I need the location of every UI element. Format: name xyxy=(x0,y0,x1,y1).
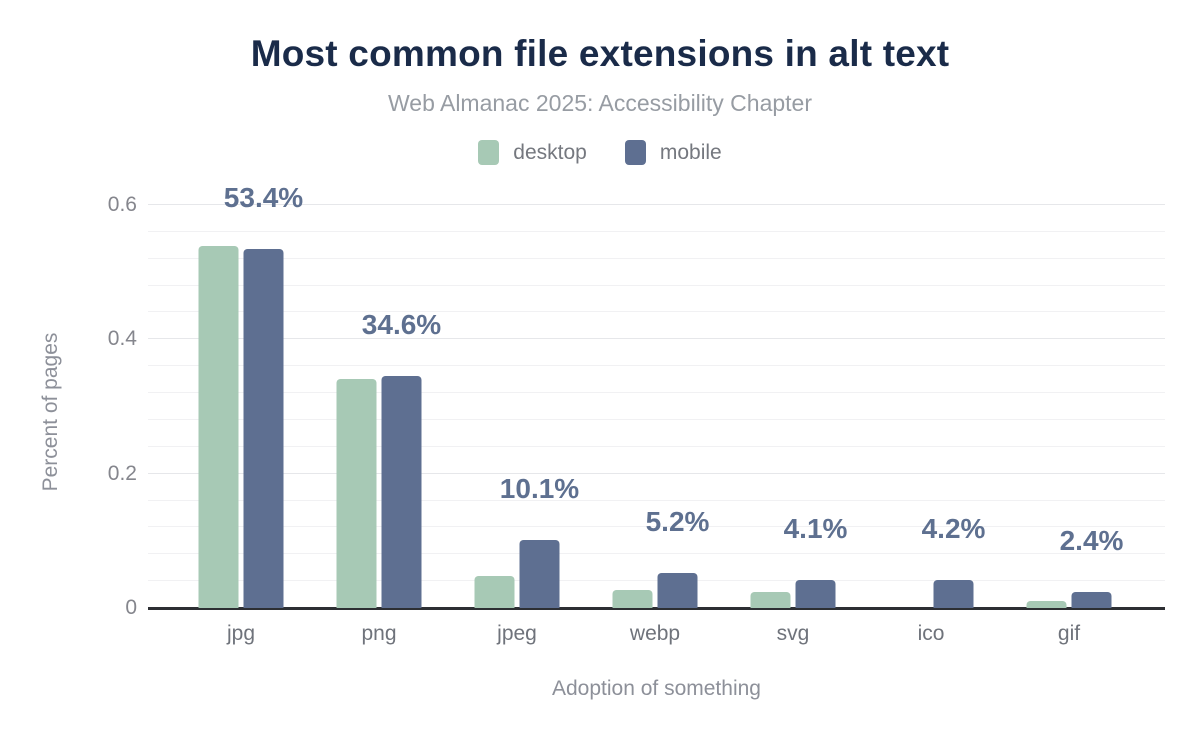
category-label-svg: svg xyxy=(776,622,810,645)
bar-mobile-png xyxy=(381,375,422,608)
bar-group-jpg xyxy=(198,245,284,608)
gridline-minor xyxy=(148,499,1165,501)
gridline-major xyxy=(148,472,1165,474)
y-tick-label: 0.2 xyxy=(107,461,137,485)
legend-item-mobile: mobile xyxy=(624,140,722,165)
gridline-minor xyxy=(148,284,1165,286)
bar-group-gif xyxy=(1026,591,1112,608)
category-label-png: png xyxy=(361,622,397,645)
legend-swatch-mobile-icon xyxy=(624,140,646,165)
gridline-minor xyxy=(148,553,1165,555)
legend-item-desktop: desktop xyxy=(478,140,587,165)
bar-mobile-svg xyxy=(795,580,836,608)
y-tick-label: 0 xyxy=(125,596,137,619)
bar-group-jpeg xyxy=(474,540,560,608)
bar-desktop-gif xyxy=(1026,601,1067,608)
legend: desktop mobile xyxy=(0,140,1200,165)
data-label-webp: 5.2% xyxy=(645,506,710,538)
data-label-ico: 4.2% xyxy=(921,512,986,544)
gridline-minor xyxy=(148,311,1165,313)
data-label-jpeg: 10.1% xyxy=(499,473,580,505)
bar-desktop-jpeg xyxy=(474,575,515,608)
chart-title: Most common file extensions in alt text xyxy=(250,33,950,74)
bar-group-ico xyxy=(889,579,974,608)
legend-label-mobile: mobile xyxy=(659,140,722,164)
bar-mobile-gif xyxy=(1071,591,1112,608)
gridline-minor xyxy=(148,580,1165,582)
gridline-minor xyxy=(148,445,1165,447)
bar-desktop-webp xyxy=(612,589,653,608)
bar-mobile-ico xyxy=(933,579,974,608)
gridline-minor xyxy=(148,392,1165,394)
category-label-webp: webp xyxy=(629,622,681,645)
bar-desktop-png xyxy=(336,378,377,608)
y-tick-label: 0.4 xyxy=(107,327,137,351)
y-axis-title: Percent of pages xyxy=(39,332,62,492)
data-label-png: 34.6% xyxy=(361,308,442,340)
data-label-svg: 4.1% xyxy=(783,513,848,545)
category-label-gif: gif xyxy=(1057,622,1081,645)
chart-subtitle: Web Almanac 2025: Accessibility Chapter xyxy=(387,90,813,116)
legend-swatch-desktop-icon xyxy=(478,140,500,165)
gridline-major xyxy=(148,338,1165,340)
bar-desktop-jpg xyxy=(198,245,239,608)
bar-mobile-jpg xyxy=(243,249,284,608)
data-label-gif: 2.4% xyxy=(1059,524,1124,556)
bar-mobile-jpeg xyxy=(519,540,560,608)
bar-desktop-svg xyxy=(750,591,791,608)
gridline-minor xyxy=(148,230,1165,232)
category-label-ico: ico xyxy=(917,622,945,645)
bar-group-webp xyxy=(612,573,698,608)
bar-mobile-webp xyxy=(657,573,698,608)
bar-group-png xyxy=(336,375,422,608)
x-axis-line xyxy=(148,607,1165,610)
bar-group-svg xyxy=(750,580,836,608)
data-label-jpg: 53.4% xyxy=(223,182,304,214)
y-tick-label: 0.6 xyxy=(107,193,137,216)
category-label-jpg: jpg xyxy=(226,622,256,645)
gridline-minor xyxy=(148,365,1165,367)
legend-label-desktop: desktop xyxy=(513,140,587,164)
gridline-minor xyxy=(148,526,1165,528)
gridline-minor xyxy=(148,257,1165,259)
gridline-minor xyxy=(148,418,1165,420)
plot-area: 0 0.2 0.4 0.6 jpg 53.4% png 34.6% jpeg 10.1% webp 5… xyxy=(108,182,1165,645)
gridline-major xyxy=(148,204,1165,205)
category-label-jpeg: jpeg xyxy=(497,622,537,645)
x-axis-title: Adoption of something xyxy=(552,677,761,700)
